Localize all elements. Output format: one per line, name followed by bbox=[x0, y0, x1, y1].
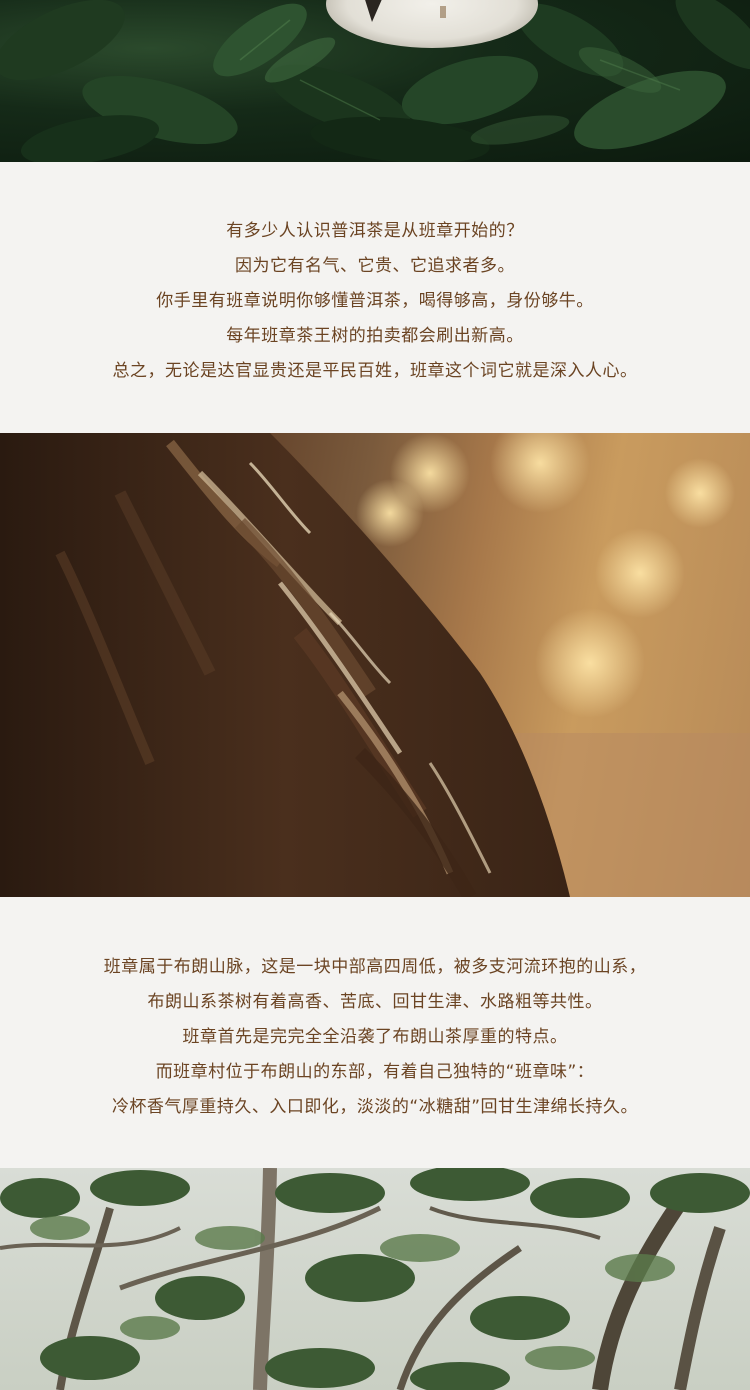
intro-line-5: 总之，无论是达官显贵还是平民百姓，班章这个词它就是深入人心。 bbox=[112, 361, 638, 381]
origin-line-3: 班章首先是完完全全沿袭了布朗山茶厚重的特点。 bbox=[182, 1027, 568, 1047]
origin-line-1: 班章属于布朗山脉，这是一块中部高四周低，被多支河流环抱的山系， bbox=[103, 957, 647, 977]
intro-line-3: 你手里有班章说明你够懂普洱茶，喝得够高，身份够牛。 bbox=[156, 291, 594, 311]
origin-line-4: 而班章村位于布朗山的东部，有着自己独特的“班章味”： bbox=[155, 1062, 595, 1082]
tea-cake-closeup-photo bbox=[0, 433, 750, 897]
origin-line-5: 冷杯香气厚重持久、入口即化，淡淡的“冰糖甜”回甘生津绵长持久。 bbox=[111, 1097, 639, 1117]
tea-closeup-illustration bbox=[0, 433, 750, 897]
tea-tree-illustration bbox=[0, 1168, 750, 1390]
intro-line-4: 每年班章茶王树的拍卖都会刷出新高。 bbox=[226, 326, 524, 346]
tea-tree-canopy-photo bbox=[0, 1168, 750, 1390]
origin-text-section: 班章属于布朗山脉，这是一块中部高四周低，被多支河流环抱的山系， 布朗山系茶树有着… bbox=[0, 897, 750, 1168]
intro-line-2: 因为它有名气、它贵、它追求者多。 bbox=[235, 256, 515, 276]
origin-line-2: 布朗山系茶树有着高香、苦底、回甘生津、水路粗等共性。 bbox=[147, 992, 603, 1012]
tea-leaves-illustration bbox=[0, 0, 750, 162]
intro-line-1: 有多少人认识普洱茶是从班章开始的？ bbox=[226, 221, 524, 241]
tea-leaves-photo bbox=[0, 0, 750, 162]
intro-text-section: 有多少人认识普洱茶是从班章开始的？ 因为它有名气、它贵、它追求者多。 你手里有班… bbox=[0, 162, 750, 433]
